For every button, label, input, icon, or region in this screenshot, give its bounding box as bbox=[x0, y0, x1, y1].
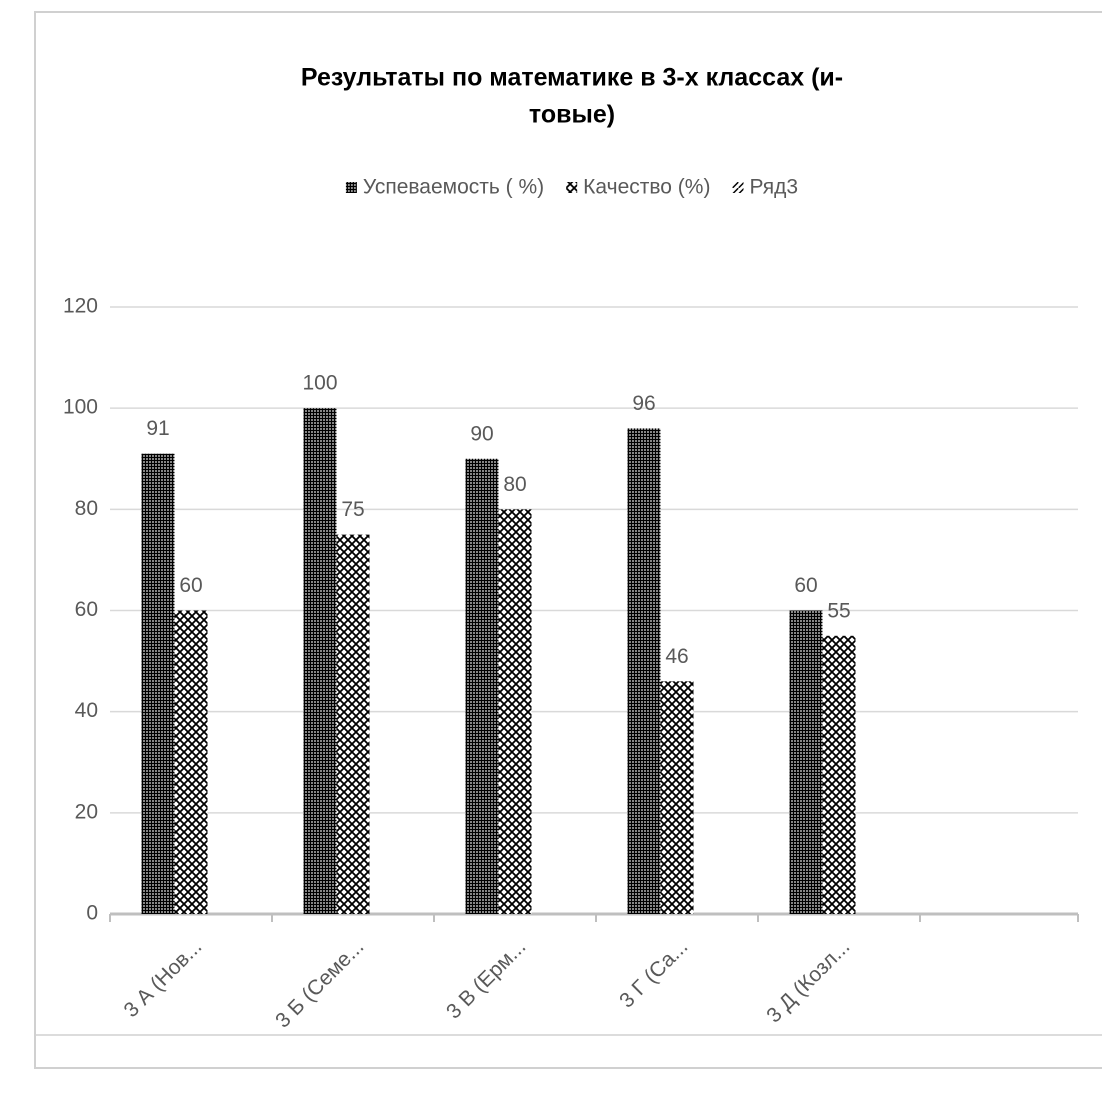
y-tick-label: 40 bbox=[75, 699, 98, 722]
bar bbox=[498, 509, 532, 914]
bar bbox=[789, 610, 823, 914]
legend-swatch bbox=[566, 182, 578, 193]
value-label: 60 bbox=[794, 574, 817, 597]
bar bbox=[141, 453, 175, 914]
value-label: 75 bbox=[341, 498, 364, 521]
legend-label: Ряд3 bbox=[749, 176, 798, 199]
y-tick-label: 100 bbox=[63, 396, 98, 419]
legend: Успеваемость ( %) Качество (%) Ряд3 bbox=[345, 176, 798, 199]
bar bbox=[303, 408, 337, 914]
value-label: 80 bbox=[503, 473, 526, 496]
chart-title: товые) bbox=[529, 101, 615, 129]
legend-label: Качество (%) bbox=[583, 176, 710, 199]
value-label: 46 bbox=[665, 645, 688, 668]
y-tick-label: 80 bbox=[75, 497, 98, 520]
value-label: 55 bbox=[827, 599, 850, 622]
legend-swatch bbox=[345, 182, 357, 193]
value-label: 60 bbox=[179, 574, 202, 597]
legend-label: Успеваемость ( %) bbox=[363, 176, 544, 199]
chart-title: Результаты по математике в 3-х классах (… bbox=[301, 64, 843, 92]
bar bbox=[822, 635, 856, 914]
bar bbox=[627, 428, 661, 914]
y-tick-label: 60 bbox=[75, 598, 98, 621]
legend-item: Успеваемость ( %) bbox=[345, 176, 544, 199]
y-tick-label: 120 bbox=[63, 295, 98, 318]
y-tick-label: 20 bbox=[75, 800, 98, 823]
bar bbox=[465, 458, 499, 914]
value-label: 96 bbox=[632, 392, 655, 415]
bar bbox=[336, 534, 370, 914]
value-label: 100 bbox=[302, 372, 337, 395]
legend-item: Качество (%) bbox=[566, 176, 710, 199]
value-label: 90 bbox=[470, 422, 493, 445]
y-tick-label: 0 bbox=[86, 902, 98, 925]
legend-item: Ряд3 bbox=[732, 176, 798, 199]
bar bbox=[660, 681, 694, 914]
bar bbox=[174, 610, 208, 914]
value-label: 91 bbox=[146, 417, 169, 440]
legend-swatch bbox=[732, 182, 744, 193]
